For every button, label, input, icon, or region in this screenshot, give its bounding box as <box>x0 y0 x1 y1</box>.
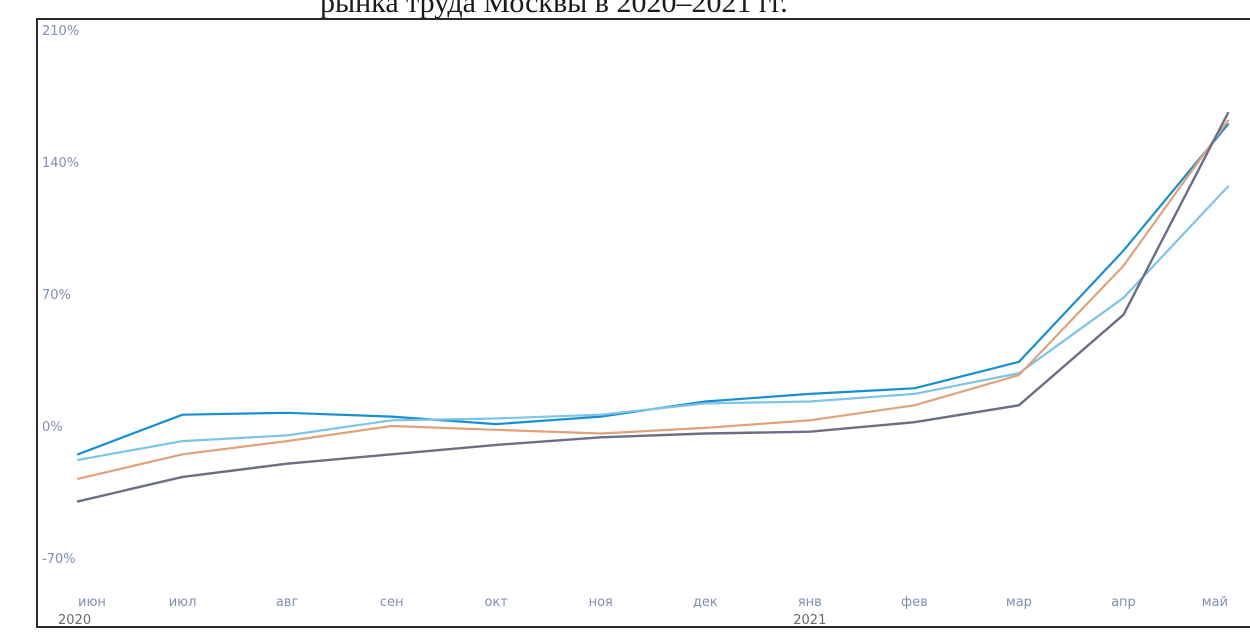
y-axis-ticks: 210% 140% 70% 0% -70% <box>42 24 79 567</box>
series-line-4 <box>76 111 1230 503</box>
y-tick-label: 210% <box>42 24 79 39</box>
year-label: 2021 <box>793 613 826 628</box>
x-tick-label: июл <box>169 595 197 610</box>
x-tick-label: ноя <box>589 595 613 610</box>
series-line-2 <box>76 185 1230 461</box>
x-tick-label: фев <box>901 595 928 610</box>
page-title: рынка труда Москвы в 2020–2021 гг. <box>320 0 788 19</box>
x-tick-label: авг <box>276 595 299 610</box>
x-tick-label: янв <box>798 595 822 610</box>
series-line-3 <box>76 119 1230 480</box>
x-tick-label: июн <box>78 595 106 610</box>
x-tick-label: апр <box>1111 595 1136 610</box>
x-tick-label: май <box>1202 595 1228 610</box>
series-lines <box>76 111 1230 503</box>
y-tick-label: 140% <box>42 156 79 171</box>
title-strip: рынка труда Москвы в 2020–2021 гг. <box>0 0 1250 22</box>
y-tick-label: 70% <box>42 288 71 303</box>
x-tick-label: сен <box>380 595 404 610</box>
y-tick-label: 0% <box>42 420 63 435</box>
x-tick-label: мар <box>1006 595 1032 610</box>
chart-frame <box>36 18 1250 628</box>
x-tick-label: окт <box>484 595 508 610</box>
y-tick-label: -70% <box>42 552 76 567</box>
year-label: 2020 <box>58 613 91 628</box>
x-axis-ticks: июн июл авг сен окт ноя дек янв фев мар апр май 2020… <box>58 595 1228 628</box>
series-line-1 <box>76 123 1230 456</box>
x-tick-label: дек <box>693 595 718 610</box>
